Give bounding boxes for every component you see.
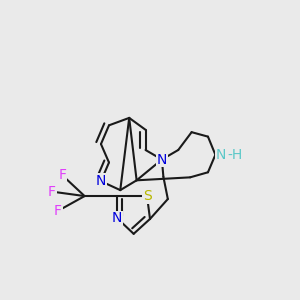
Text: F: F <box>48 184 56 199</box>
Text: F: F <box>54 204 62 218</box>
Text: N: N <box>96 174 106 188</box>
Text: N: N <box>215 148 226 162</box>
Text: N: N <box>157 152 167 167</box>
Text: F: F <box>58 168 66 182</box>
Text: N: N <box>112 212 122 225</box>
Text: S: S <box>143 189 152 203</box>
Text: -H: -H <box>227 148 242 162</box>
